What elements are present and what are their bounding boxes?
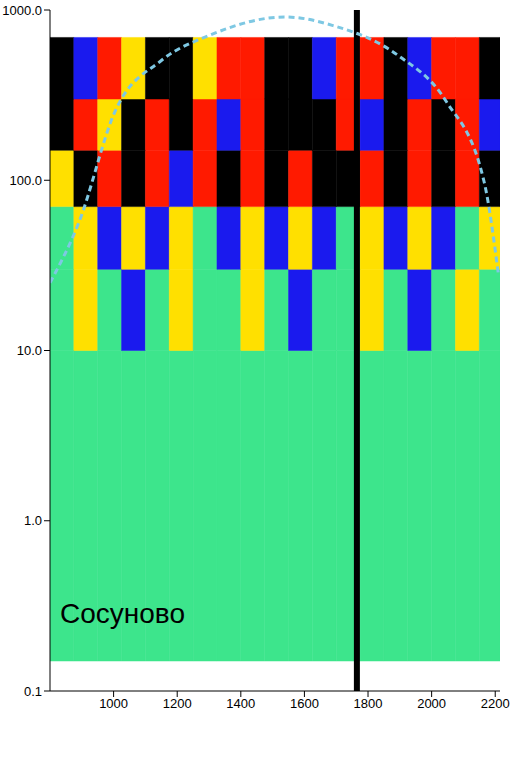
html-text:Сосуново: Сосуново: [60, 598, 185, 629]
svg-text:1000: 1000: [99, 696, 128, 711]
svg-text:0.1: 0.1: [24, 684, 42, 699]
svg-text:100.0: 100.0: [9, 173, 42, 188]
svg-text:1800: 1800: [354, 696, 383, 711]
svg-text:1000.0: 1000.0: [2, 3, 42, 18]
svg-text:10.0: 10.0: [17, 343, 42, 358]
svg-text:1200: 1200: [163, 696, 192, 711]
svg-text:1600: 1600: [290, 696, 319, 711]
svg-text:1.0: 1.0: [24, 513, 42, 528]
svg-text:1400: 1400: [226, 696, 255, 711]
svg-text:2200: 2200: [481, 696, 510, 711]
svg-text:2000: 2000: [417, 696, 446, 711]
